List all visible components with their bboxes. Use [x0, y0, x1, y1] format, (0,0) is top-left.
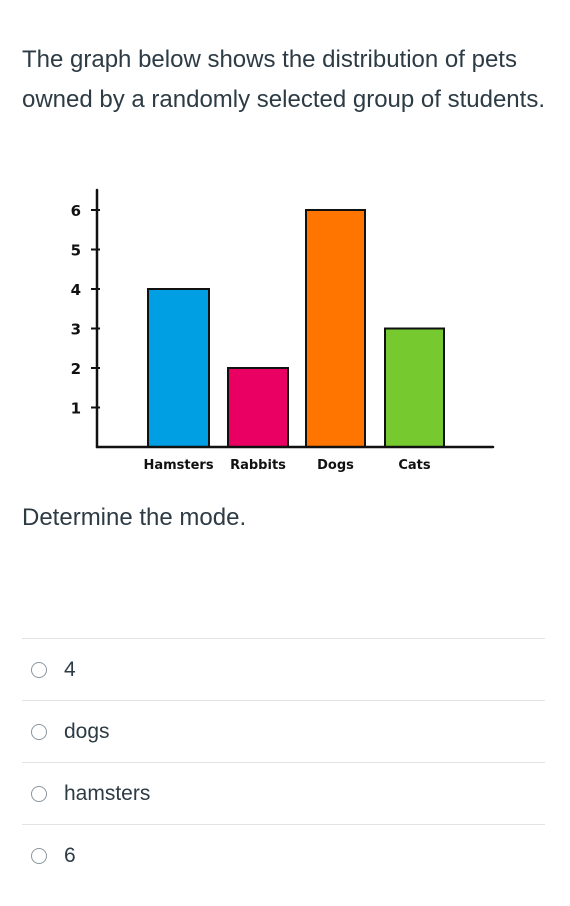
bar-dogs [305, 209, 366, 448]
answer-label: dogs [64, 719, 110, 743]
y-tick-label: 6 [71, 202, 81, 220]
answer-label: 6 [64, 843, 76, 867]
x-tick-label-rabbits: Rabbits [230, 458, 286, 473]
x-tick-label-hamsters: Hamsters [143, 458, 213, 473]
y-tick-label: 4 [71, 281, 81, 299]
y-tick-label: 2 [71, 360, 81, 378]
answer-option-2[interactable]: dogs [22, 700, 545, 762]
y-tick-label: 1 [71, 400, 81, 418]
answer-option-3[interactable]: hamsters [22, 762, 545, 824]
question-text: The graph below shows the distribution o… [22, 46, 545, 113]
bar-rabbits [227, 367, 289, 448]
radio-button[interactable] [31, 661, 47, 678]
radio-button[interactable] [31, 847, 47, 864]
answer-label: 4 [64, 657, 76, 681]
answer-options: 4 dogs hamsters 6 [22, 638, 545, 886]
answer-option-4[interactable]: 6 [22, 824, 545, 886]
pets-bar-chart: 1 2 3 4 5 6 Hamsters Rabbits Dogs Cats [0, 180, 570, 480]
radio-button[interactable] [31, 723, 47, 740]
y-tick-label: 5 [71, 242, 81, 260]
answer-option-1[interactable]: 4 [22, 638, 545, 700]
x-tick-label-dogs: Dogs [317, 458, 354, 473]
y-tick-label: 3 [71, 321, 81, 339]
bar-hamsters [147, 288, 210, 448]
answer-label: hamsters [64, 781, 151, 805]
bar-cats [384, 327, 445, 448]
x-tick-label-cats: Cats [398, 458, 431, 473]
chart-svg: 1 2 3 4 5 6 Hamsters Rabbits Dogs Cats [71, 188, 495, 473]
radio-button[interactable] [31, 785, 47, 802]
question-prompt: Determine the mode. [22, 504, 247, 531]
